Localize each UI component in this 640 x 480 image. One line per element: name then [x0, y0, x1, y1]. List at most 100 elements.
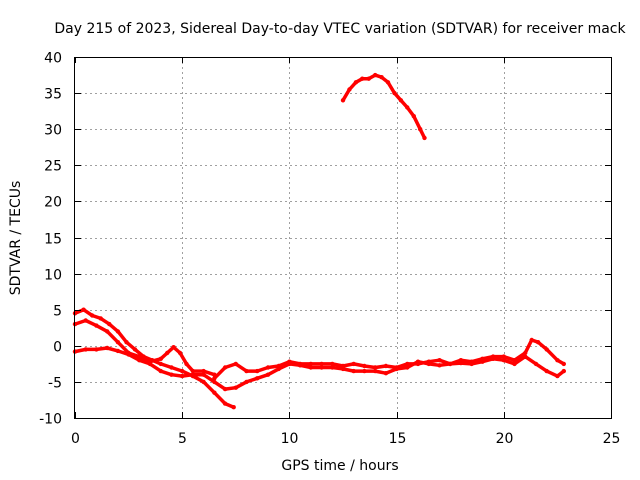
data-point [190, 372, 196, 377]
data-point [158, 356, 163, 361]
data-point [94, 347, 99, 352]
data-point [222, 401, 228, 406]
data-point [233, 361, 238, 367]
data-point [512, 361, 517, 367]
data-point [379, 75, 384, 80]
data-point [418, 127, 423, 132]
y-tick-label: 0 [53, 340, 62, 356]
series-line-track-a [73, 307, 236, 409]
data-point [231, 405, 236, 410]
data-point [180, 373, 185, 379]
data-point [437, 363, 442, 368]
data-point [398, 98, 404, 103]
data-point [169, 372, 174, 377]
data-point [308, 365, 313, 370]
data-point [373, 368, 378, 374]
data-point [83, 347, 88, 352]
y-tick-label: -5 [48, 376, 62, 392]
data-point [115, 329, 121, 334]
data-point [405, 365, 410, 370]
data-point [212, 376, 217, 381]
data-point [222, 386, 228, 392]
series-line-track-b [73, 318, 217, 377]
x-tick-label: 20 [496, 431, 514, 447]
data-point [94, 323, 99, 328]
data-point [255, 376, 260, 381]
data-point [165, 350, 170, 356]
data-point [330, 361, 335, 367]
data-point [105, 329, 110, 334]
data-point [255, 368, 260, 374]
data-point [383, 363, 389, 369]
y-tick-label: 20 [44, 195, 62, 211]
x-tick-label: 15 [389, 431, 407, 447]
data-point [276, 363, 281, 369]
data-point [265, 372, 271, 377]
data-point [422, 135, 427, 141]
data-point [555, 373, 560, 379]
data-point [501, 358, 506, 363]
data-point [411, 114, 416, 119]
y-tick-label: 40 [44, 51, 62, 67]
data-point [107, 321, 112, 327]
data-point [385, 80, 391, 85]
data-point [124, 340, 129, 345]
y-tick-label: -10 [39, 412, 62, 428]
y-tick-label: 5 [53, 304, 62, 320]
data-point [319, 365, 324, 370]
data-point [490, 354, 496, 359]
data-point [308, 361, 313, 367]
data-point [405, 361, 410, 367]
data-point [83, 318, 88, 323]
data-point [158, 368, 163, 374]
data-point [535, 340, 541, 345]
data-point [105, 345, 110, 351]
data-point [190, 368, 196, 374]
data-point [392, 90, 397, 96]
data-point [222, 365, 228, 370]
data-point [233, 385, 238, 390]
data-point [394, 365, 399, 370]
data-point [561, 361, 566, 367]
data-point [319, 361, 324, 367]
data-point [351, 361, 356, 367]
data-point [366, 76, 371, 81]
chart-title: Day 215 of 2023, Sidereal Day-to-day VTE… [54, 21, 626, 37]
data-point [330, 365, 335, 370]
data-point [351, 368, 356, 374]
data-point [201, 368, 206, 374]
data-point [244, 379, 249, 385]
data-point [115, 340, 121, 345]
data-point [158, 361, 163, 367]
data-point [353, 80, 359, 85]
x-axis-label: GPS time / hours [281, 458, 398, 474]
data-point [544, 347, 549, 352]
data-point [147, 361, 153, 367]
data-point [265, 365, 271, 370]
data-point [415, 361, 421, 367]
data-point [244, 368, 249, 374]
data-point [177, 350, 183, 356]
x-tick-label: 0 [71, 431, 80, 447]
data-point [373, 365, 378, 370]
series-line-track-e [341, 73, 427, 140]
y-axis-label: SDTVAR / TECUs [8, 181, 24, 296]
y-tick-label: 35 [44, 87, 62, 103]
data-point [405, 105, 410, 110]
data-point [287, 359, 292, 364]
y-tick-label: 10 [44, 268, 62, 284]
plot-frame [74, 57, 612, 419]
data-point [171, 345, 176, 350]
data-point [426, 359, 431, 364]
data-series [72, 72, 566, 410]
data-point [533, 361, 539, 367]
x-tick-label: 5 [178, 431, 187, 447]
data-point [180, 368, 185, 374]
data-point [529, 337, 534, 343]
data-point [501, 354, 506, 359]
data-point [512, 358, 517, 363]
data-point [362, 363, 367, 369]
data-point [437, 358, 442, 363]
data-point [347, 87, 352, 92]
